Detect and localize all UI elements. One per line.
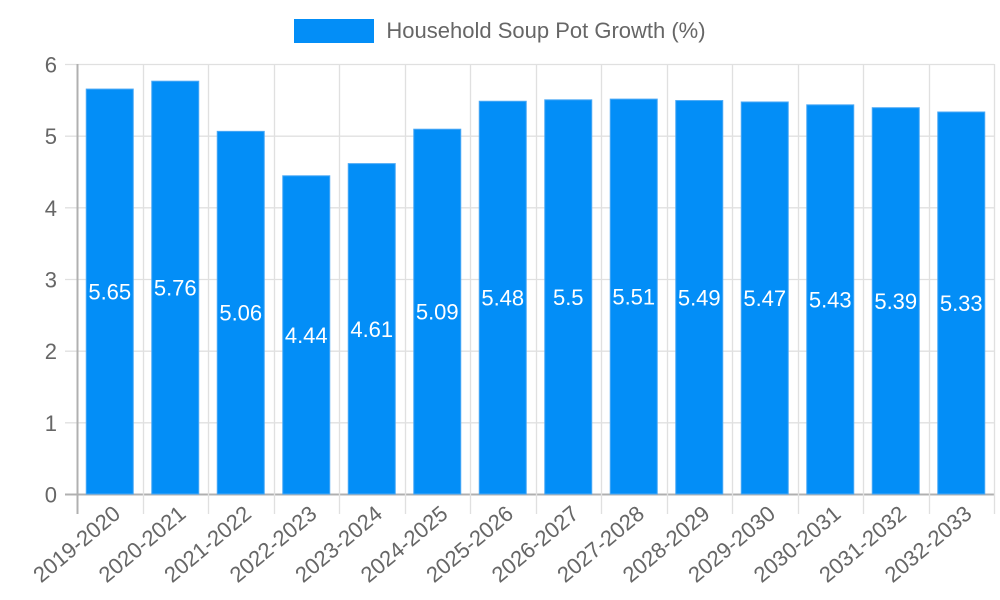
bar-value-label: 5.49 bbox=[678, 285, 721, 310]
bar-value-label: 5.47 bbox=[743, 286, 786, 311]
bar[interactable] bbox=[478, 100, 527, 495]
bars bbox=[85, 80, 986, 495]
bar[interactable] bbox=[413, 128, 462, 495]
bar[interactable] bbox=[675, 100, 724, 495]
bar[interactable] bbox=[740, 101, 789, 495]
bar-value-label: 5.09 bbox=[416, 300, 459, 325]
bar[interactable] bbox=[806, 104, 855, 495]
bar[interactable] bbox=[85, 88, 134, 495]
legend-label: Household Soup Pot Growth (%) bbox=[386, 18, 706, 43]
bar[interactable] bbox=[937, 111, 986, 495]
bar-value-label: 5.48 bbox=[481, 286, 524, 311]
bar[interactable] bbox=[871, 107, 920, 495]
y-tick-label: 5 bbox=[45, 124, 57, 149]
bar[interactable] bbox=[609, 98, 658, 495]
bar-value-label: 4.44 bbox=[285, 323, 328, 348]
legend-swatch[interactable] bbox=[294, 19, 375, 43]
bar-value-label: 5.43 bbox=[809, 287, 852, 312]
bar[interactable] bbox=[151, 80, 200, 495]
y-tick-label: 1 bbox=[45, 411, 57, 436]
bar-value-label: 5.33 bbox=[940, 291, 983, 316]
y-tick-label: 6 bbox=[45, 53, 57, 78]
bar-value-label: 5.51 bbox=[612, 285, 655, 310]
bar-value-label: 5.06 bbox=[219, 301, 262, 326]
bar[interactable] bbox=[282, 175, 331, 495]
bar[interactable] bbox=[347, 163, 396, 495]
y-tick-label: 0 bbox=[45, 483, 57, 508]
bar-value-label: 5.5 bbox=[553, 285, 584, 310]
bar-value-label: 5.65 bbox=[88, 280, 131, 305]
bar-value-label: 5.39 bbox=[874, 289, 917, 314]
chart-legend: Household Soup Pot Growth (%) bbox=[0, 18, 1000, 44]
bar[interactable] bbox=[544, 99, 593, 495]
y-tick-label: 3 bbox=[45, 268, 57, 293]
bar-value-label: 4.61 bbox=[350, 317, 393, 342]
bar-value-label: 5.76 bbox=[154, 276, 197, 301]
grid-lines bbox=[65, 63, 996, 514]
y-tick-label: 2 bbox=[45, 339, 57, 364]
bar[interactable] bbox=[216, 130, 265, 495]
y-tick-label: 4 bbox=[45, 196, 57, 221]
